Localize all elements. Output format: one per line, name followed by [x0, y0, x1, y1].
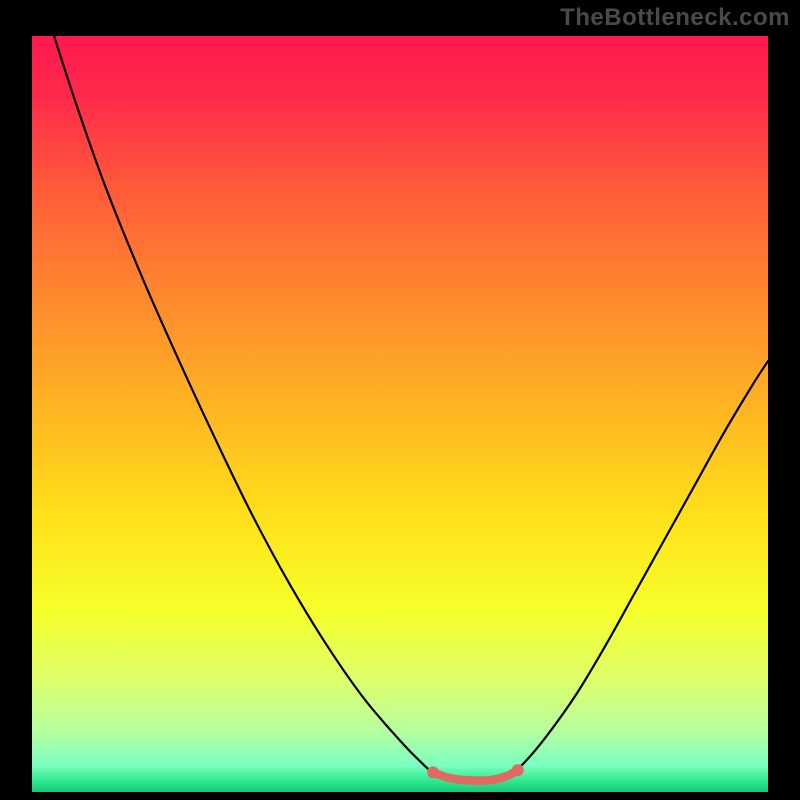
- plot-area: [32, 36, 768, 792]
- curve-svg: [32, 36, 768, 792]
- chart-frame: TheBottleneck.com: [0, 0, 800, 800]
- highlight-end-marker-right: [512, 764, 524, 776]
- watermark-text: TheBottleneck.com: [560, 4, 790, 32]
- highlight-segment: [433, 770, 518, 781]
- bottleneck-curve: [54, 36, 768, 781]
- highlight-end-marker-left: [427, 766, 439, 778]
